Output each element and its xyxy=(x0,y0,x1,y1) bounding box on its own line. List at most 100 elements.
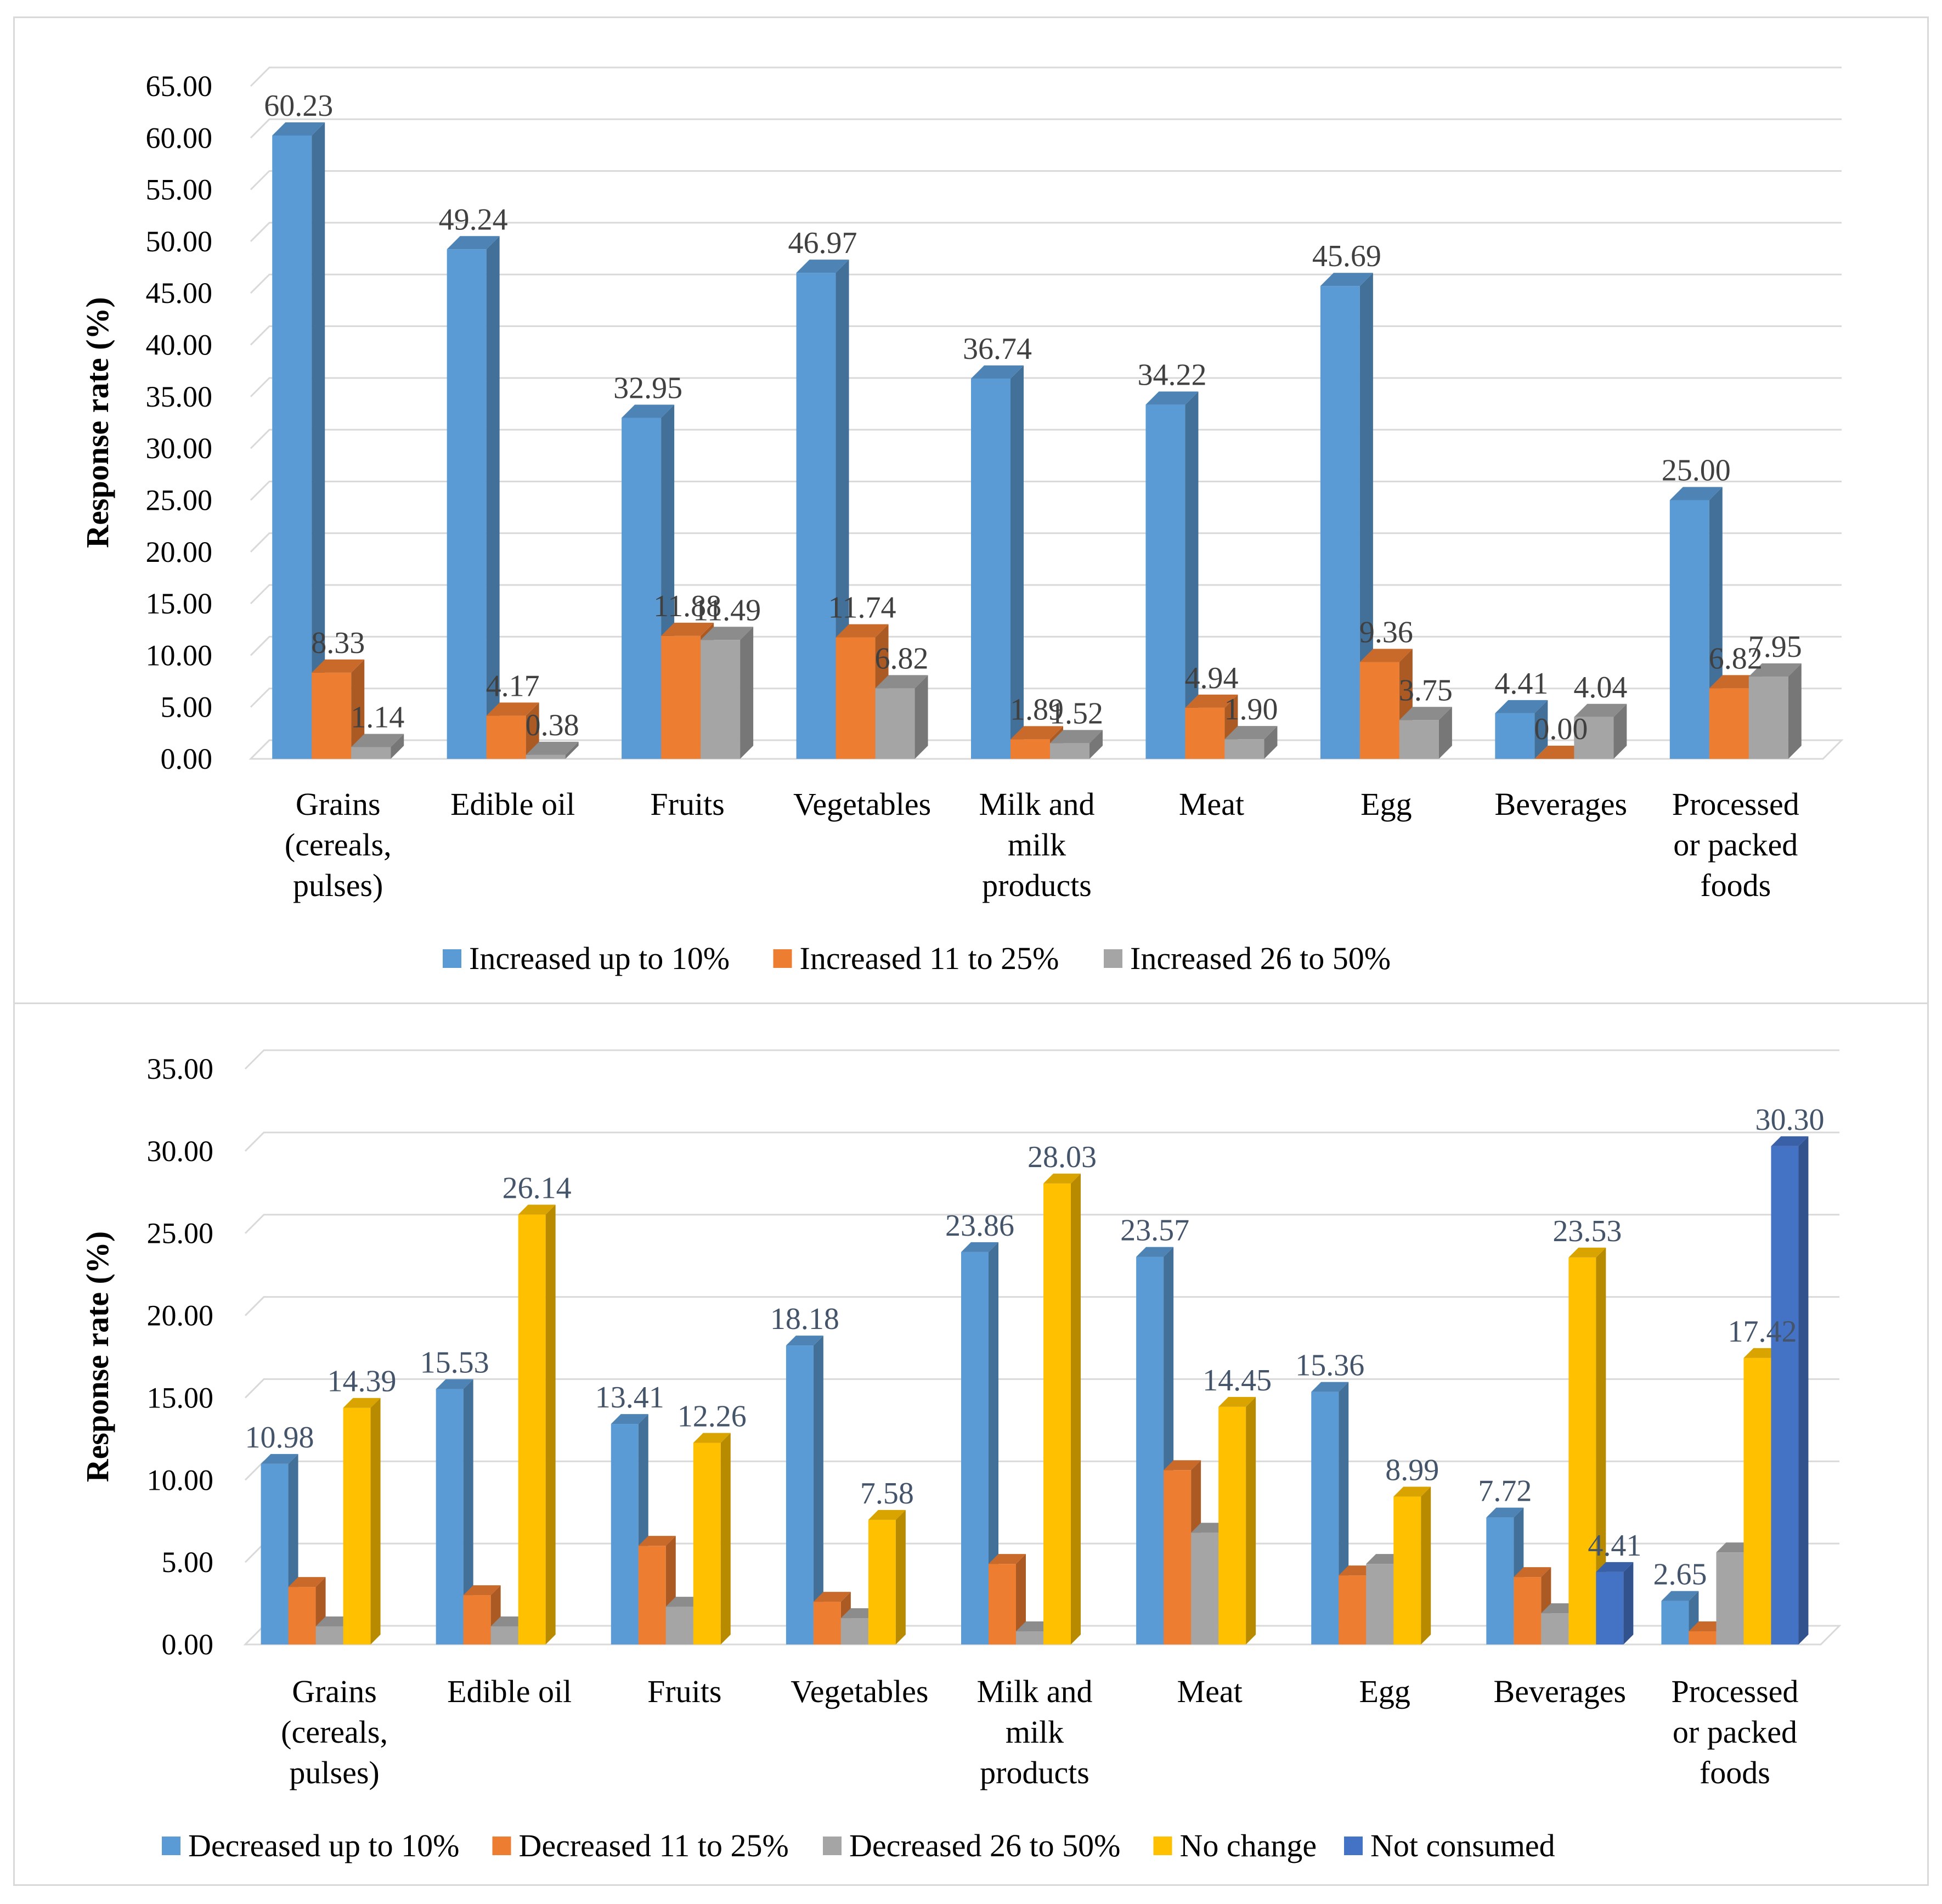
category-label: Processed or packed foods xyxy=(1672,786,1799,903)
legend-swatch xyxy=(1153,1837,1172,1855)
category-label: Milk and milk products xyxy=(979,786,1094,903)
legend-label: Not consumed xyxy=(1370,1828,1555,1863)
bar xyxy=(518,1204,556,1644)
y-axis-title: Response rate (%) xyxy=(80,297,115,548)
legend-label: Decreased 11 to 25% xyxy=(519,1828,789,1863)
category-label: Meat xyxy=(1179,786,1244,822)
data-label: 28.03 xyxy=(1028,1140,1097,1174)
bar xyxy=(261,1454,298,1644)
y-tick-label: 0.00 xyxy=(162,1628,214,1661)
bar xyxy=(701,627,754,759)
category-label: Grains (cereals, pulses) xyxy=(281,1674,388,1790)
y-tick-label: 25.00 xyxy=(146,483,213,516)
data-label: 7.72 xyxy=(1478,1474,1532,1508)
data-labels: 60.23 8.33 1.14 49.24 4.17 0.38 32.95 11.8811.4… xyxy=(264,89,1802,746)
legend-label: Increased up to 10% xyxy=(469,940,730,976)
bars xyxy=(261,1136,1809,1644)
legend-swatch xyxy=(492,1837,511,1855)
y-axis-ticks: 0.00 5.00 10.00 15.00 20.00 25.00 30.00 35.00 xyxy=(147,1052,214,1661)
category-label: Vegetables xyxy=(793,786,931,822)
bar xyxy=(447,236,500,759)
bottom-chart-panel: 0.00 5.00 10.00 15.00 20.00 25.00 30.00 35.00 Re… xyxy=(13,1002,1929,1886)
legend: Decreased up to 10% Decreased 11 to 25% De… xyxy=(162,1828,1555,1863)
data-label: 25.00 xyxy=(1662,453,1731,487)
bar xyxy=(1043,1173,1081,1644)
gridline xyxy=(244,1296,1839,1316)
bar xyxy=(971,365,1024,759)
y-tick-label: 30.00 xyxy=(146,432,213,465)
bar xyxy=(1495,700,1548,759)
category-label: Edible oil xyxy=(450,786,575,822)
category-label: Meat xyxy=(1177,1674,1243,1709)
data-label: 26.14 xyxy=(503,1171,572,1206)
gridline xyxy=(250,688,1842,708)
bar xyxy=(989,1554,1026,1644)
legend-item: Decreased 26 to 50% xyxy=(823,1828,1120,1863)
bar xyxy=(786,1336,823,1644)
data-label: 7.58 xyxy=(860,1477,914,1511)
decrease-chart: 0.00 5.00 10.00 15.00 20.00 25.00 30.00 35.00 Re… xyxy=(80,1049,1842,1863)
legend-label: Increased 26 to 50% xyxy=(1130,940,1391,976)
bar xyxy=(1748,663,1802,759)
legend-item: No change xyxy=(1153,1828,1317,1863)
data-label: 0.00 xyxy=(1534,712,1588,746)
data-label: 7.95 xyxy=(1748,630,1802,664)
legend-swatch xyxy=(773,949,792,968)
data-label: 1.89 xyxy=(1010,692,1064,726)
bar xyxy=(1320,273,1373,759)
gridline xyxy=(250,377,1842,397)
legend-swatch xyxy=(1344,1837,1363,1855)
legend-item: Increased up to 10% xyxy=(443,940,730,976)
data-label: 4.94 xyxy=(1184,661,1238,695)
data-label: 15.36 xyxy=(1295,1349,1364,1383)
legend-item: Increased 11 to 25% xyxy=(773,940,1059,976)
data-label: 1.14 xyxy=(351,700,404,734)
data-label: 34.22 xyxy=(1137,358,1206,392)
data-label: 32.95 xyxy=(613,371,682,405)
data-label: 11.88 xyxy=(653,589,721,623)
data-label: 23.53 xyxy=(1553,1214,1622,1248)
bar xyxy=(796,260,849,759)
increase-chart: 0.00 5.00 10.00 15.00 20.00 25.00 30.00 35.00 40… xyxy=(80,66,1844,976)
legend-swatch xyxy=(1104,949,1122,968)
legend-label: Decreased 26 to 50% xyxy=(849,1828,1120,1863)
gridline xyxy=(244,1378,1839,1399)
bar xyxy=(436,1379,473,1644)
y-tick-label: 45.00 xyxy=(146,277,213,309)
category-label: Beverages xyxy=(1495,786,1628,822)
legend-label: No change xyxy=(1180,1828,1317,1863)
y-axis-title: Response rate (%) xyxy=(80,1231,115,1482)
category-label: Beverages xyxy=(1494,1674,1627,1709)
y-tick-label: 35.00 xyxy=(146,380,213,413)
data-label: 6.82 xyxy=(1709,641,1763,675)
bar xyxy=(1399,707,1452,759)
legend-label: Decreased up to 10% xyxy=(188,1828,459,1863)
y-tick-label: 5.00 xyxy=(162,1546,214,1579)
bars xyxy=(272,122,1802,759)
legend-swatch xyxy=(162,1837,180,1855)
bar xyxy=(351,734,404,759)
y-tick-label: 5.00 xyxy=(161,691,213,724)
data-labels: 10.98 14.39 15.53 26.14 13.41 12.26 18.18 7.58 2… xyxy=(245,1103,1825,1592)
gridline xyxy=(250,222,1842,242)
category-label: Edible oil xyxy=(447,1674,572,1709)
gridline xyxy=(250,429,1842,449)
data-label: 13.41 xyxy=(595,1381,664,1415)
y-tick-label: 0.00 xyxy=(161,742,213,775)
y-tick-label: 20.00 xyxy=(147,1299,214,1332)
gridline xyxy=(244,1214,1839,1234)
bar xyxy=(693,1433,731,1644)
gridline xyxy=(250,66,1842,87)
gridline xyxy=(250,584,1842,605)
category-label: Vegetables xyxy=(791,1674,928,1709)
data-label: 14.45 xyxy=(1203,1364,1272,1398)
data-label: 30.30 xyxy=(1755,1103,1824,1137)
category-label: Egg xyxy=(1360,786,1412,822)
bar xyxy=(875,675,928,759)
data-label: 4.04 xyxy=(1573,671,1627,705)
data-label: 15.53 xyxy=(420,1346,489,1380)
legend-label: Increased 11 to 25% xyxy=(800,940,1059,976)
legend-swatch xyxy=(823,1837,842,1855)
data-label: 9.36 xyxy=(1359,615,1413,649)
y-tick-label: 40.00 xyxy=(146,329,213,362)
